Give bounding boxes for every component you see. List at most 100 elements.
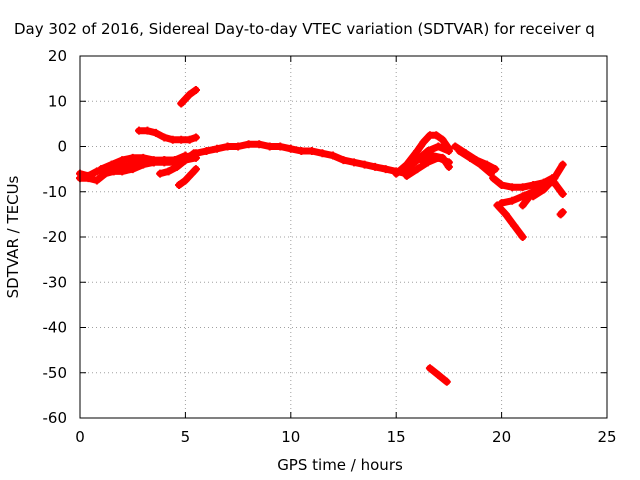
data-point — [444, 147, 453, 156]
data-point — [286, 144, 295, 153]
data-point — [438, 135, 447, 144]
data-point — [402, 171, 411, 180]
data-point — [392, 169, 401, 178]
series-isolated-23h — [556, 208, 567, 219]
data-point — [339, 156, 348, 165]
data-point — [191, 85, 200, 94]
chart-title: Day 302 of 2016, Sidereal Day-to-day VTE… — [14, 20, 595, 38]
data-point — [177, 99, 186, 108]
data-point — [497, 180, 506, 189]
y-tick-label-7: -50 — [43, 364, 68, 382]
series-drop-17.5h — [417, 151, 453, 171]
data-point — [185, 90, 194, 99]
data-point — [425, 364, 434, 373]
data-point — [172, 162, 181, 171]
data-point — [328, 151, 337, 160]
data-point — [465, 153, 474, 162]
data-point — [360, 160, 369, 169]
data-point — [451, 142, 460, 151]
data-point — [189, 149, 198, 158]
data-point — [149, 156, 158, 165]
y-axis-label: SDTVAR / TECUs — [4, 175, 22, 298]
data-point — [109, 167, 118, 176]
data-point — [428, 151, 437, 160]
x-tick-label-3: 15 — [387, 428, 406, 446]
data-point — [164, 167, 173, 176]
data-point — [413, 165, 422, 174]
data-point — [181, 156, 190, 165]
data-point — [160, 156, 169, 165]
x-tick-label-4: 20 — [492, 428, 511, 446]
series-arc-3h — [135, 126, 200, 144]
data-point — [255, 140, 264, 149]
x-axis-label: GPS time / hours — [277, 456, 403, 474]
series-main-track — [76, 140, 411, 180]
data-point — [160, 133, 169, 142]
data-point — [265, 142, 274, 151]
y-tick-label-2: 0 — [57, 138, 67, 156]
data-point — [139, 153, 148, 162]
data-point — [497, 199, 506, 208]
data-point — [143, 126, 152, 135]
data-point — [318, 149, 327, 158]
x-tick-label-1: 5 — [181, 428, 191, 446]
data-point — [128, 153, 137, 162]
data-point — [156, 169, 165, 178]
data-point — [191, 133, 200, 142]
data-point — [128, 165, 137, 174]
data-point — [168, 135, 177, 144]
y-tick-label-0: 20 — [48, 47, 67, 65]
axes: 20 10 0 -10 -20 -30 -40 -50 -60 0 5 10 15 20 25 — [43, 47, 617, 446]
series-line-decline-18h-b — [455, 147, 495, 178]
data-point — [185, 135, 194, 144]
data-point — [558, 208, 567, 217]
y-tick-label-3: -10 — [43, 183, 68, 201]
data-point — [413, 147, 422, 156]
data-point — [518, 233, 527, 241]
data-point — [118, 156, 127, 165]
y-tick-label-5: -30 — [43, 273, 68, 291]
series-line-decline-20h — [493, 201, 527, 241]
data-point — [276, 142, 285, 151]
data-point — [181, 176, 190, 185]
data-point — [476, 160, 485, 169]
data-point — [92, 176, 101, 185]
data-point — [84, 174, 93, 183]
data-point — [139, 160, 148, 169]
series-decline-20h — [493, 201, 527, 241]
data-point — [455, 147, 464, 156]
data-point — [438, 153, 447, 162]
data-point — [539, 178, 548, 187]
data-point — [371, 162, 380, 171]
data-point — [489, 174, 498, 183]
data-point — [202, 147, 211, 156]
data-point — [170, 156, 179, 165]
data-point — [444, 162, 453, 171]
data-point — [518, 201, 527, 210]
data-point — [558, 190, 567, 199]
data-point — [234, 142, 243, 151]
data-point — [187, 169, 196, 178]
series-line-drop-17.5h — [418, 152, 453, 171]
series-decline-18h-b — [455, 147, 496, 178]
plot-frame — [79, 55, 608, 419]
data-point — [432, 131, 441, 140]
grid-lines — [80, 56, 607, 418]
data-point — [548, 174, 557, 183]
data-point — [529, 187, 538, 196]
series-spike-5h — [177, 85, 200, 108]
series-drop-5h — [156, 149, 198, 178]
data-point — [434, 371, 443, 380]
y-tick-label-4: -20 — [43, 228, 68, 246]
data-point — [508, 196, 517, 205]
data-point — [297, 147, 306, 156]
series-steep-4.8h — [175, 165, 200, 189]
data-point — [223, 142, 232, 151]
data-point — [213, 144, 222, 153]
data-point — [191, 165, 200, 174]
data-point — [417, 156, 426, 165]
data-point — [175, 180, 184, 189]
data-point — [151, 128, 160, 137]
data-point — [381, 165, 390, 174]
series-layer — [76, 85, 567, 386]
